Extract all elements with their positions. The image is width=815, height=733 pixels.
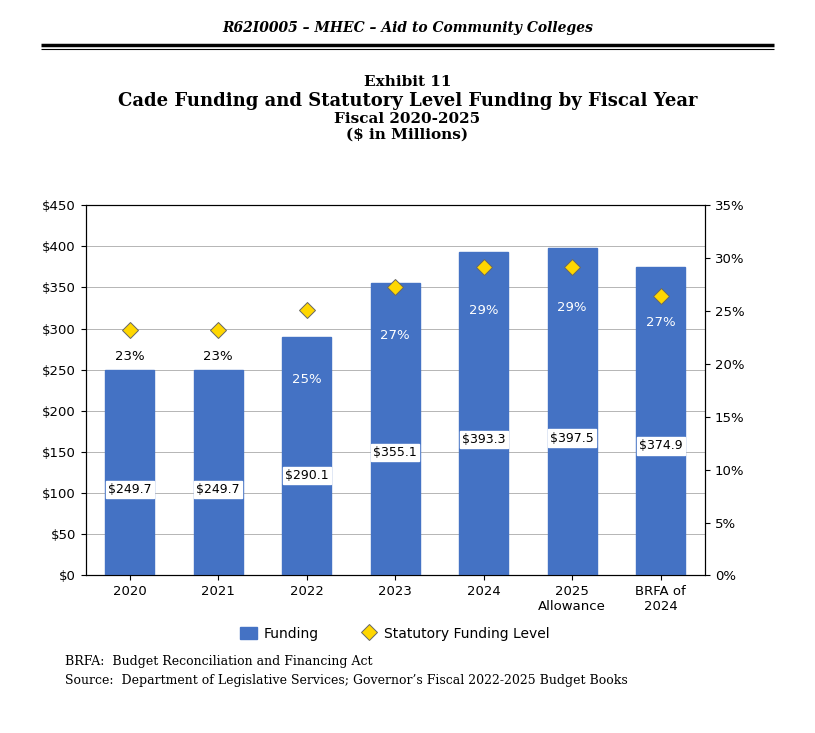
Text: $355.1: $355.1 [373, 446, 417, 459]
Legend: Funding, Statutory Funding Level: Funding, Statutory Funding Level [240, 627, 550, 641]
Text: R62I0005 – MHEC – Aid to Community Colleges: R62I0005 – MHEC – Aid to Community Colle… [222, 21, 593, 35]
Bar [194, 370, 243, 575]
Text: 29%: 29% [469, 303, 499, 317]
Bar [460, 252, 508, 575]
Bar [105, 370, 154, 575]
Text: Source:  Department of Legislative Services; Governor’s Fiscal 2022-2025 Budget : Source: Department of Legislative Servic… [65, 674, 628, 687]
Bar [371, 283, 420, 575]
Text: 25%: 25% [292, 373, 322, 386]
Bar [283, 336, 331, 575]
Text: $397.5: $397.5 [550, 432, 594, 445]
Text: $290.1: $290.1 [285, 468, 328, 482]
Text: 27%: 27% [381, 329, 410, 342]
Text: Cade Funding and Statutory Level Funding by Fiscal Year: Cade Funding and Statutory Level Funding… [117, 92, 698, 110]
Text: $374.9: $374.9 [639, 439, 682, 452]
Bar [548, 248, 597, 575]
Text: 23%: 23% [204, 350, 233, 364]
Text: 27%: 27% [646, 316, 676, 329]
Text: $393.3: $393.3 [462, 433, 505, 446]
Text: $249.7: $249.7 [108, 482, 152, 496]
Text: 29%: 29% [557, 301, 587, 314]
Text: $249.7: $249.7 [196, 482, 240, 496]
Text: ($ in Millions): ($ in Millions) [346, 128, 469, 142]
Text: 23%: 23% [115, 350, 144, 364]
Text: Exhibit 11: Exhibit 11 [363, 75, 452, 89]
Bar [637, 267, 685, 575]
Text: BRFA:  Budget Reconciliation and Financing Act: BRFA: Budget Reconciliation and Financin… [65, 655, 372, 668]
Text: Fiscal 2020-2025: Fiscal 2020-2025 [334, 111, 481, 126]
